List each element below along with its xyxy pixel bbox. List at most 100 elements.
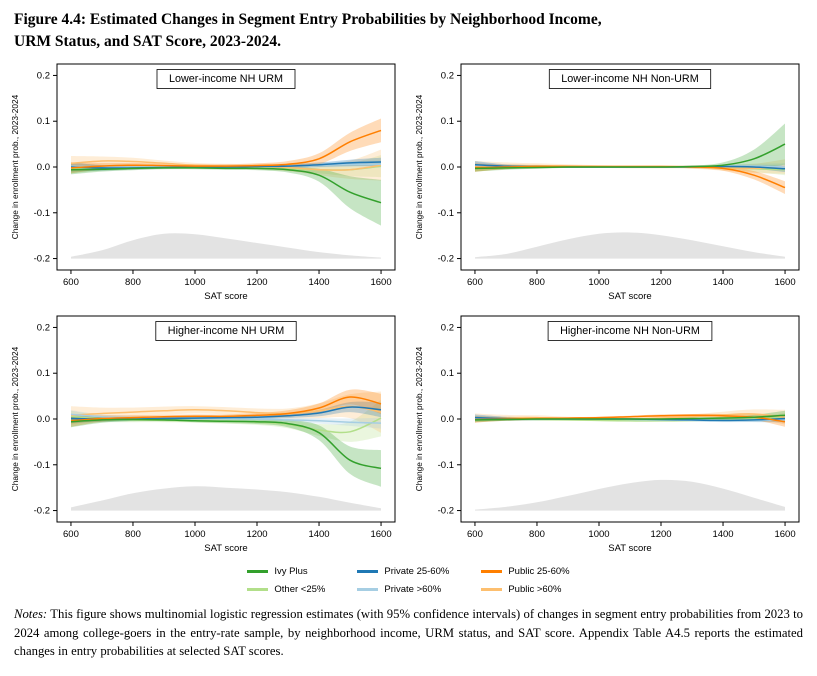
y-axis-label: Change in enrollment prob., 2023-2024 [10, 347, 20, 492]
x-tick-label: 1400 [712, 277, 733, 288]
legend-label: Private >60% [384, 583, 442, 595]
notes-text: This figure shows multinomial logistic r… [14, 607, 803, 659]
y-axis-label: Change in enrollment prob., 2023-2024 [414, 347, 424, 492]
y-tick-label: -0.1 [34, 460, 50, 471]
figure-title-line1: Figure 4.4: Estimated Changes in Segment… [14, 11, 602, 28]
legend-line-swatch [357, 569, 379, 573]
x-tick-label: 1600 [774, 277, 795, 288]
x-tick-label: 1200 [650, 529, 671, 540]
figure-title: Figure 4.4: Estimated Changes in Segment… [0, 0, 817, 56]
y-tick-label: 0.1 [37, 117, 50, 128]
y-tick-label: 0.2 [37, 71, 50, 82]
ci-band-private-60 [71, 410, 381, 429]
ci-band-public-25-60 [71, 118, 381, 174]
x-axis-label: SAT score [204, 543, 247, 554]
legend-line-swatch [481, 569, 503, 573]
legend-item-private-60: Private >60% [357, 582, 449, 596]
y-tick-label: -0.1 [438, 208, 454, 219]
y-tick-label: -0.2 [34, 506, 50, 517]
panel-higher-income-nh-urm: 600 800 1000 1200 1400 1600 0.2 0.1 0.0 -0.1 -0.2 S… [10, 315, 396, 554]
legend-item-public-60: Public >60% [481, 582, 569, 596]
x-tick-label: 1000 [588, 529, 609, 540]
figure-title-line2: URM Status, and SAT Score, 2023-2024. [14, 32, 281, 50]
x-tick-label: 800 [529, 277, 545, 288]
figure-notes: Notes: This figure shows multinomial log… [14, 605, 803, 660]
y-axis-label: Change in enrollment prob., 2023-2024 [414, 95, 424, 240]
x-tick-label: 800 [125, 277, 141, 288]
legend-item-private-25-60: Private 25-60% [357, 564, 449, 578]
y-tick-label: -0.2 [438, 254, 454, 265]
x-tick-label: 1400 [308, 529, 329, 540]
panel-title: Higher-income NH Non-URM [560, 325, 700, 337]
x-tick-label: 600 [467, 277, 483, 288]
panel-title-box [156, 69, 296, 90]
x-tick-label: 1200 [650, 277, 671, 288]
panel-title-box [548, 69, 712, 90]
sat-density-area [475, 232, 785, 259]
x-tick-label: 1000 [184, 529, 205, 540]
ci-band-public-60 [71, 391, 381, 434]
x-axis-label: SAT score [608, 291, 651, 302]
y-tick-label: 0.0 [37, 162, 50, 173]
legend-label: Private 25-60% [384, 565, 450, 577]
panel-lower-income-nh-urm: 600 800 1000 1200 1400 1600 0.2 0.1 0.0 -0.1 -0.2 S… [10, 63, 396, 302]
legend-item-ivy-plus: Ivy Plus [247, 564, 325, 578]
legend-line-swatch [247, 569, 269, 573]
sat-density-area [71, 233, 381, 259]
plot-area [70, 118, 382, 259]
x-tick-label: 1200 [246, 529, 267, 540]
ci-band-ivy-plus [71, 165, 381, 226]
y-tick-label: 0.2 [441, 71, 454, 82]
y-tick-label: 0.1 [37, 369, 50, 380]
legend-label: Ivy Plus [274, 565, 308, 577]
x-tick-label: 800 [529, 529, 545, 540]
legend-label: Other <25% [274, 583, 326, 595]
panel-title: Lower-income NH URM [169, 73, 283, 85]
y-tick-label: -0.1 [438, 460, 454, 471]
y-tick-label: 0.1 [441, 369, 454, 380]
chart-grid: 600 800 1000 1200 1400 1600 0.2 0.1 0.0 -0.1 -0.2 S… [7, 56, 817, 558]
x-tick-label: 800 [125, 529, 141, 540]
series-line-ivy-plus [70, 167, 382, 204]
plot-area [474, 409, 786, 511]
y-tick-label: 0.1 [441, 117, 454, 128]
x-tick-label: 1400 [308, 277, 329, 288]
y-axis-label: Change in enrollment prob., 2023-2024 [10, 95, 20, 240]
legend-line-swatch [357, 587, 379, 591]
y-tick-label: 0.0 [441, 162, 454, 173]
x-tick-label: 600 [467, 529, 483, 540]
panel-higher-income-nh-non-urm: 600 800 1000 1200 1400 1600 0.2 0.1 0.0 -0.1 -0.2 S… [414, 315, 800, 554]
panel-title-box [155, 321, 297, 342]
ci-band-public-60 [475, 409, 785, 425]
y-tick-label: -0.2 [34, 254, 50, 265]
legend-label: Public 25-60% [508, 565, 570, 577]
y-tick-label: 0.0 [441, 414, 454, 425]
y-tick-label: 0.2 [441, 323, 454, 334]
series-line-ivy-plus [70, 419, 382, 470]
series-line-ivy-plus [474, 414, 786, 422]
panel-lower-income-nh-non-urm: 600 800 1000 1200 1400 1600 0.2 0.1 0.0 -0.1 -0.2 S… [414, 63, 800, 302]
legend-item-public-25-60: Public 25-60% [481, 564, 570, 578]
x-tick-label: 1000 [184, 277, 205, 288]
legend-line-swatch [247, 587, 269, 591]
series-line-public-60 [70, 405, 382, 417]
sat-density-area [71, 486, 381, 511]
ci-band-public-60 [71, 149, 381, 182]
y-tick-label: 0.0 [37, 414, 50, 425]
x-tick-label: 1600 [774, 529, 795, 540]
x-tick-label: 1600 [370, 529, 391, 540]
x-tick-label: 600 [63, 277, 79, 288]
legend-item-other-25: Other <25% [247, 582, 325, 596]
x-axis-label: SAT score [204, 291, 247, 302]
x-axis-label: SAT score [608, 543, 651, 554]
plot-area [474, 123, 786, 259]
x-tick-label: 600 [63, 529, 79, 540]
x-tick-label: 1200 [246, 277, 267, 288]
y-tick-label: -0.2 [438, 506, 454, 517]
sat-density-area [475, 480, 785, 511]
series-line-public-25-60 [70, 396, 382, 422]
series-line-ivy-plus [474, 143, 786, 170]
notes-label: Notes: [14, 607, 48, 622]
x-tick-label: 1600 [370, 277, 391, 288]
